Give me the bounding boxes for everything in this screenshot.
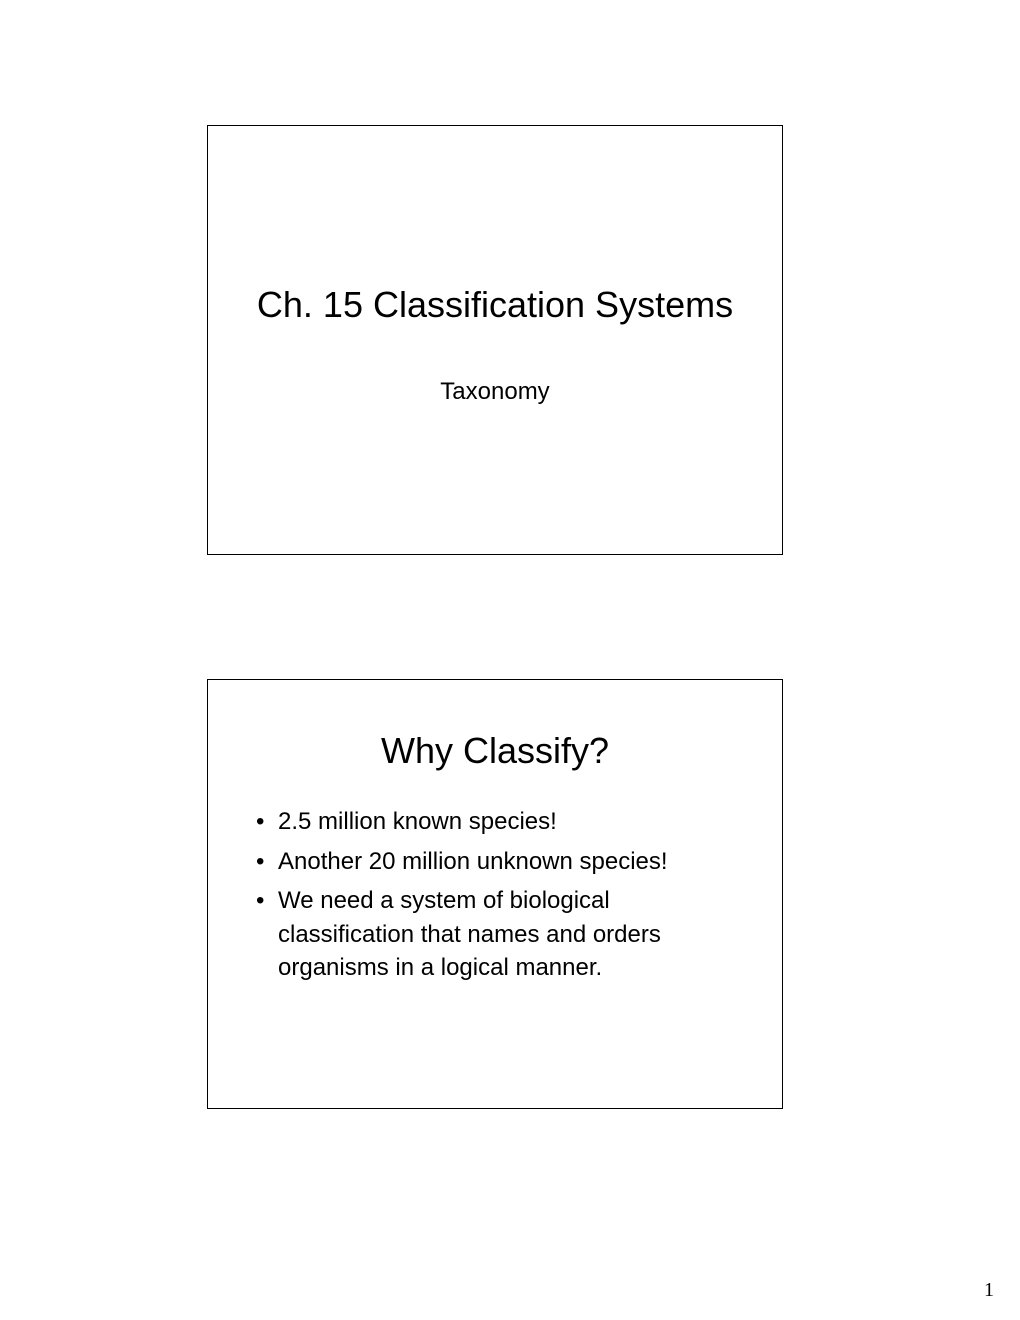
page-number: 1: [984, 1279, 994, 1302]
slide-1-subtitle: Taxonomy: [208, 378, 782, 406]
slide-2-bullet-list: 2.5 million known species! Another 20 mi…: [254, 805, 742, 991]
slide-2: Why Classify? 2.5 million known species!…: [207, 679, 783, 1109]
slide-1: Ch. 15 Classification Systems Taxonomy: [207, 125, 783, 555]
list-item: Another 20 million unknown species!: [254, 845, 742, 879]
list-item: 2.5 million known species!: [254, 805, 742, 839]
slide-2-title: Why Classify?: [208, 730, 782, 772]
slide-1-title: Ch. 15 Classification Systems: [208, 284, 782, 326]
list-item: We need a system of biological classific…: [254, 884, 742, 985]
